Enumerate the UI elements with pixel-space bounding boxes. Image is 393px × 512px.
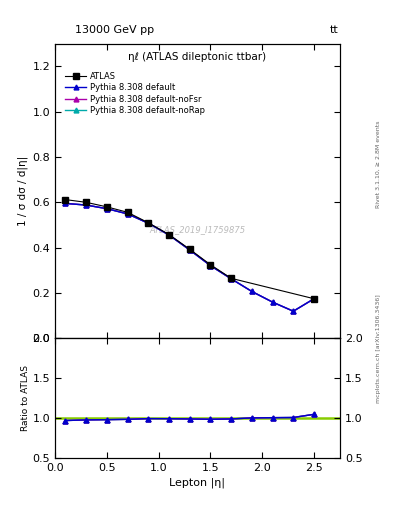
X-axis label: Lepton |η|: Lepton |η| <box>169 477 226 488</box>
Text: 13000 GeV pp: 13000 GeV pp <box>75 25 154 35</box>
Text: ηℓ (ATLAS dileptonic ttbar): ηℓ (ATLAS dileptonic ttbar) <box>129 52 266 62</box>
Text: ATLAS_2019_I1759875: ATLAS_2019_I1759875 <box>149 225 246 234</box>
Legend: ATLAS, Pythia 8.308 default, Pythia 8.308 default-noFsr, Pythia 8.308 default-no: ATLAS, Pythia 8.308 default, Pythia 8.30… <box>62 68 209 118</box>
Text: Rivet 3.1.10, ≥ 2.8M events: Rivet 3.1.10, ≥ 2.8M events <box>376 120 380 207</box>
Y-axis label: 1 / σ dσ / d|η|: 1 / σ dσ / d|η| <box>18 156 28 226</box>
Y-axis label: Ratio to ATLAS: Ratio to ATLAS <box>20 366 29 431</box>
Text: mcplots.cern.ch [arXiv:1306.3436]: mcplots.cern.ch [arXiv:1306.3436] <box>376 294 380 402</box>
Text: tt: tt <box>330 25 339 35</box>
